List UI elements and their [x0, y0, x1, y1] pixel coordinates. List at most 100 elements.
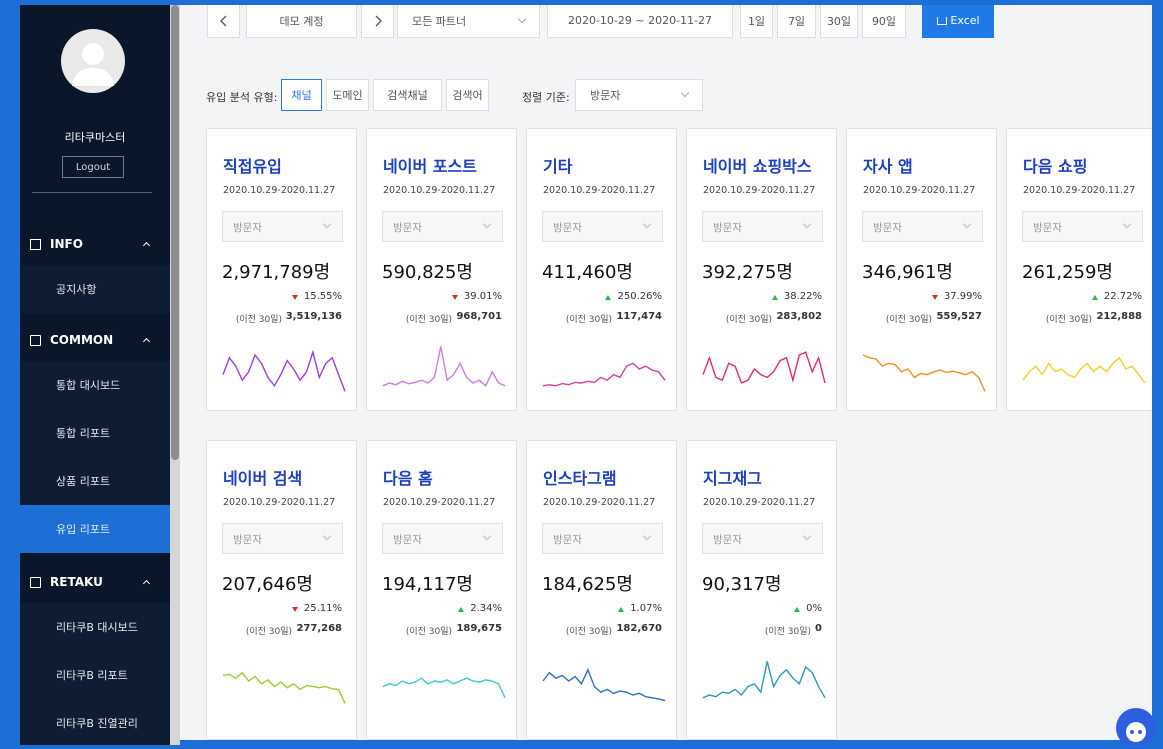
card-title: 네이버 포스트	[383, 153, 477, 177]
logout-button[interactable]: Logout	[62, 156, 124, 178]
card-date: 2020.10.29-2020.11.27	[383, 185, 495, 196]
metric-select[interactable]: 방문자	[702, 523, 823, 554]
metric-select[interactable]: 방문자	[1022, 211, 1143, 242]
scroll-thumb[interactable]	[171, 5, 179, 460]
menu-item[interactable]: 상품 리포트	[20, 457, 170, 505]
sparkline	[379, 649, 509, 713]
chevron-icon	[1123, 220, 1131, 228]
page: Inflow report {"sidebar": {"user": "리타쿠마…	[0, 0, 1163, 749]
previous-label: (이전 30일)	[406, 624, 452, 637]
chat-button[interactable]	[1114, 706, 1158, 745]
caret-icon	[143, 242, 150, 249]
metric-select[interactable]: 방문자	[542, 211, 663, 242]
section-icon	[30, 335, 41, 346]
change-arrow	[794, 607, 800, 612]
sparkline-path	[703, 352, 825, 383]
sparkline-path	[703, 661, 825, 697]
chevron-icon	[643, 220, 651, 228]
period-button[interactable]: 1일	[740, 5, 773, 38]
menu-item[interactable]: 통합 리포트	[20, 409, 170, 457]
menu-item[interactable]: 공지사항	[20, 265, 170, 313]
menu-item[interactable]: 리타쿠B 대시보드	[20, 603, 170, 651]
menu-item-label: 리타쿠B 진열관리	[56, 715, 138, 731]
metric-select[interactable]: 방문자	[382, 211, 503, 242]
card-title: 다음 쇼핑	[1023, 153, 1087, 177]
metric-select[interactable]: 방문자	[222, 523, 343, 554]
sort-label: 정렬 기준:	[522, 89, 570, 105]
change-rate: 0%	[806, 603, 822, 614]
partner-select[interactable]: 모든 파트너	[397, 5, 540, 38]
prev-button[interactable]	[207, 5, 240, 38]
excel-button[interactable]: Excel	[922, 5, 994, 38]
chevron-icon	[681, 89, 689, 97]
visitor-count: 207,646명	[222, 570, 313, 596]
section-header[interactable]: INFO	[20, 227, 170, 263]
sparkline	[219, 649, 349, 713]
section-header[interactable]: RETAKU	[20, 565, 170, 601]
filter-type-button[interactable]: 검색어	[446, 79, 489, 111]
change-rate: 39.01%	[464, 291, 502, 302]
period-button[interactable]: 90일	[862, 5, 906, 38]
metric-select[interactable]: 방문자	[702, 211, 823, 242]
card-title: 네이버 쇼핑박스	[703, 153, 812, 177]
menu-item[interactable]: 리타쿠B 진열관리	[20, 699, 170, 745]
section-title: INFO	[50, 237, 83, 251]
filter-type-button[interactable]: 도메인	[326, 79, 369, 111]
previous-value: 0	[815, 623, 822, 634]
previous-value: 559,527	[936, 311, 982, 322]
chevron-icon	[323, 532, 331, 540]
card-date: 2020.10.29-2020.11.27	[223, 185, 335, 196]
download-icon	[937, 17, 947, 25]
menu-item-label: 유입 리포트	[56, 521, 110, 537]
metric-select[interactable]: 방문자	[382, 523, 503, 554]
period-button[interactable]: 30일	[820, 5, 858, 38]
next-button[interactable]	[361, 5, 394, 38]
previous-value: 283,802	[776, 311, 822, 322]
metric-select[interactable]: 방문자	[222, 211, 343, 242]
previous-label: (이전 30일)	[566, 312, 612, 325]
sparkline-path	[863, 355, 985, 391]
change-rate: 250.26%	[618, 291, 663, 302]
metric-select[interactable]: 방문자	[542, 523, 663, 554]
account-select[interactable]: 데모 계정	[246, 5, 357, 38]
date-range[interactable]: 2020-10-29 ~ 2020-11-27	[547, 5, 733, 38]
section-title: COMMON	[50, 333, 113, 347]
sparkline-path	[543, 363, 665, 385]
period-button[interactable]: 7일	[777, 5, 816, 38]
menu-item-label: 리타쿠B 대시보드	[56, 619, 138, 635]
card-title: 자사 앱	[863, 153, 913, 177]
previous-value: 212,888	[1096, 311, 1142, 322]
menu-item[interactable]: 통합 대시보드	[20, 361, 170, 409]
previous-label: (이전 30일)	[886, 312, 932, 325]
metric-select[interactable]: 방문자	[862, 211, 983, 242]
chevron-icon	[803, 532, 811, 540]
change-arrow	[605, 295, 611, 300]
chevron-icon	[643, 532, 651, 540]
previous-label: (이전 30일)	[236, 312, 282, 325]
divider	[32, 192, 152, 193]
filter-type-button[interactable]: 검색채널	[373, 79, 442, 111]
change-rate: 37.99%	[944, 291, 982, 302]
section-header[interactable]: COMMON	[20, 323, 170, 359]
change-rate: 22.72%	[1104, 291, 1142, 302]
card-date: 2020.10.29-2020.11.27	[703, 497, 815, 508]
sparkline	[1019, 337, 1149, 401]
filter-type-button[interactable]: 채널	[281, 79, 322, 111]
visitor-count: 346,961명	[862, 258, 953, 284]
menu-item[interactable]: 리타쿠B 리포트	[20, 651, 170, 699]
card-title: 기타	[543, 153, 572, 177]
visitor-count: 184,625명	[542, 570, 633, 596]
menu-item[interactable]: 유입 리포트	[20, 505, 170, 553]
card-title: 지그재그	[703, 465, 762, 489]
sort-select[interactable]: 방문자	[575, 79, 703, 111]
